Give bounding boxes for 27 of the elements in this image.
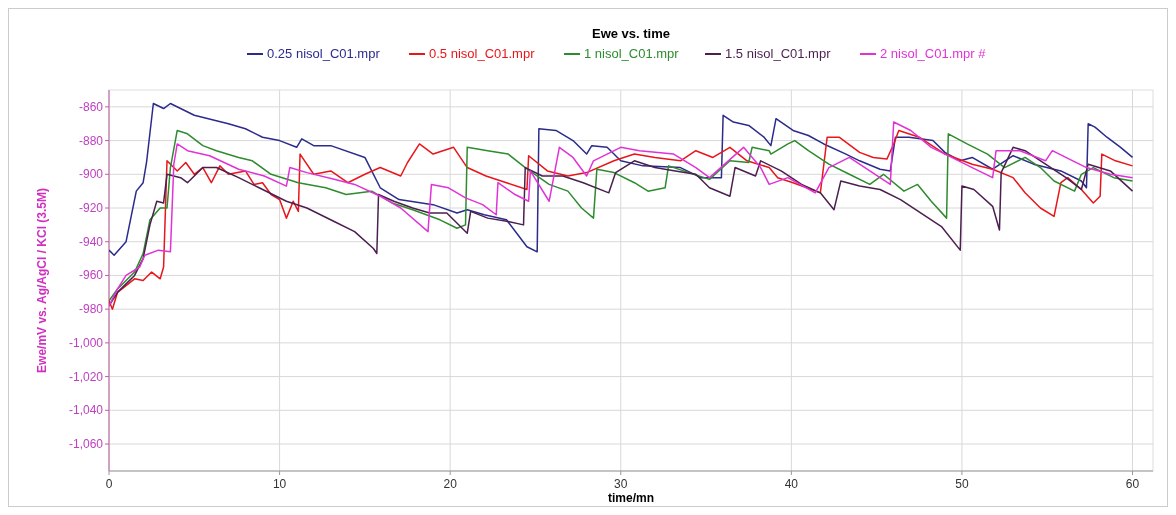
x-tick-label: 60 bbox=[1125, 477, 1140, 491]
y-tick-label: -900 bbox=[78, 167, 104, 182]
y-tick-label: -880 bbox=[78, 133, 104, 148]
y-tick-label: -980 bbox=[78, 302, 104, 317]
line-series bbox=[109, 102, 1134, 256]
y-tick-label: -1,000 bbox=[68, 335, 104, 350]
x-tick-label: 30 bbox=[614, 477, 628, 491]
legend-label: 2 nisol_C01.mpr # bbox=[880, 46, 987, 61]
y-tick-label: -1,060 bbox=[68, 437, 104, 452]
y-tick-label: -1,040 bbox=[68, 403, 104, 418]
x-tick-label: 40 bbox=[784, 477, 799, 491]
y-tick-label: -860 bbox=[78, 99, 104, 114]
x-tick-label: 20 bbox=[443, 477, 458, 491]
legend-label: 0.5 nisol_C01.mpr bbox=[429, 46, 536, 61]
y-tick-label: -920 bbox=[78, 201, 104, 216]
legend-label: 1 nisol_C01.mpr bbox=[584, 46, 680, 61]
x-tick-label: 50 bbox=[955, 477, 969, 491]
x-tick-label: 10 bbox=[272, 477, 287, 491]
x-axis-title: time/mn bbox=[607, 491, 655, 505]
y-tick-label: -960 bbox=[78, 268, 104, 283]
legend-label: 0.25 nisol_C01.mpr bbox=[267, 46, 381, 61]
chart-title: Ewe vs. time bbox=[591, 26, 671, 41]
legend-label: 1.5 nisol_C01.mpr bbox=[725, 46, 832, 61]
y-tick-label: -940 bbox=[78, 234, 104, 249]
y-tick-label: -1,020 bbox=[68, 369, 104, 384]
y-axis-title: Ewe/mV vs. Ag/AgCl / KCl (3.5M) bbox=[35, 188, 49, 373]
x-tick-label: 0 bbox=[105, 477, 113, 491]
